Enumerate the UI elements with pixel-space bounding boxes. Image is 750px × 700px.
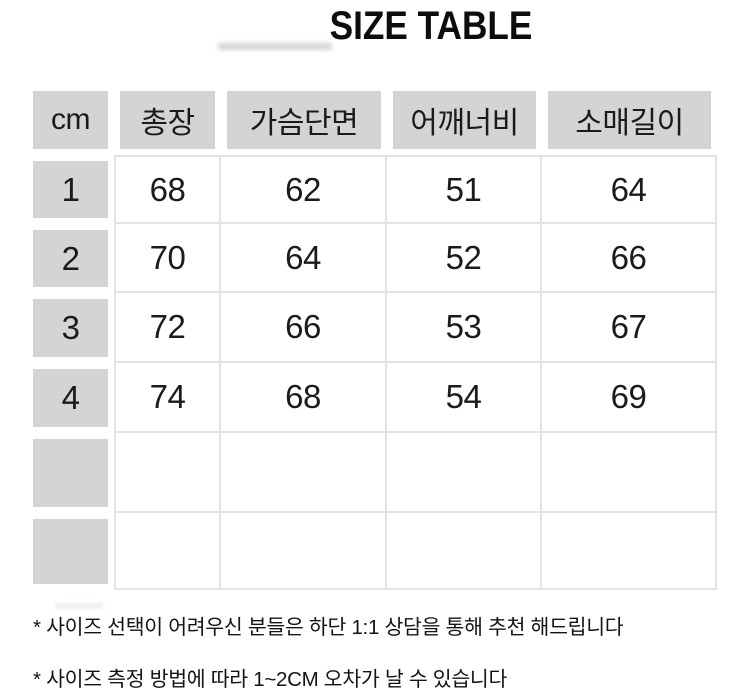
cell-size4-chest-width: 68 bbox=[221, 363, 387, 433]
footnote-measurement-tolerance: * 사이즈 측정 방법에 따라 1~2CM 오차가 날 수 있습니다 bbox=[33, 667, 508, 691]
cell-size1-sleeve-length: 64 bbox=[542, 155, 717, 224]
row-header-size-1: 1 bbox=[27, 155, 114, 224]
cell-empty bbox=[114, 433, 221, 513]
cell-size3-total-length: 72 bbox=[114, 293, 221, 363]
cell-empty bbox=[542, 513, 717, 590]
col-header-chest-width: 가슴단면 bbox=[221, 85, 387, 155]
cell-empty bbox=[387, 433, 542, 513]
col-header-shoulder-width: 어깨너비 bbox=[387, 85, 542, 155]
watermark-artifact bbox=[218, 43, 332, 50]
cell-empty bbox=[114, 513, 221, 590]
page-title: SIZE TABLE bbox=[329, 4, 533, 48]
cell-empty bbox=[542, 433, 717, 513]
row-header-size-4: 4 bbox=[27, 363, 114, 433]
cell-size4-sleeve-length: 69 bbox=[542, 363, 717, 433]
cell-size2-shoulder-width: 52 bbox=[387, 224, 542, 293]
cell-empty bbox=[221, 513, 387, 590]
cell-empty bbox=[387, 513, 542, 590]
cell-size1-chest-width: 62 bbox=[221, 155, 387, 224]
col-header-unit-cm: cm bbox=[27, 85, 114, 155]
footnotes: * 사이즈 선택이 어려우신 분들은 하단 1:1 상담을 통해 추천 해드립니… bbox=[33, 616, 733, 692]
cell-size2-total-length: 70 bbox=[114, 224, 221, 293]
cell-size4-total-length: 74 bbox=[114, 363, 221, 433]
size-table: cm 총장 가슴단면 어깨너비 소매길이 1 68 62 51 64 2 70 … bbox=[27, 85, 717, 590]
col-header-total-length: 총장 bbox=[114, 85, 221, 155]
row-header-empty-1 bbox=[27, 433, 114, 513]
cell-size1-shoulder-width: 51 bbox=[387, 155, 542, 224]
cell-size1-total-length: 68 bbox=[114, 155, 221, 224]
watermark-artifact bbox=[55, 604, 103, 608]
row-header-empty-2 bbox=[27, 513, 114, 590]
row-header-size-2: 2 bbox=[27, 224, 114, 293]
cell-size3-sleeve-length: 67 bbox=[542, 293, 717, 363]
cell-size2-sleeve-length: 66 bbox=[542, 224, 717, 293]
cell-size3-shoulder-width: 53 bbox=[387, 293, 542, 363]
col-header-sleeve-length: 소매길이 bbox=[542, 85, 717, 155]
cell-size3-chest-width: 66 bbox=[221, 293, 387, 363]
footnote-size-recommendation: * 사이즈 선택이 어려우신 분들은 하단 1:1 상담을 통해 추천 해드립니… bbox=[33, 616, 624, 639]
cell-size4-shoulder-width: 54 bbox=[387, 363, 542, 433]
cell-size2-chest-width: 64 bbox=[221, 224, 387, 293]
row-header-size-3: 3 bbox=[27, 293, 114, 363]
cell-empty bbox=[221, 433, 387, 513]
